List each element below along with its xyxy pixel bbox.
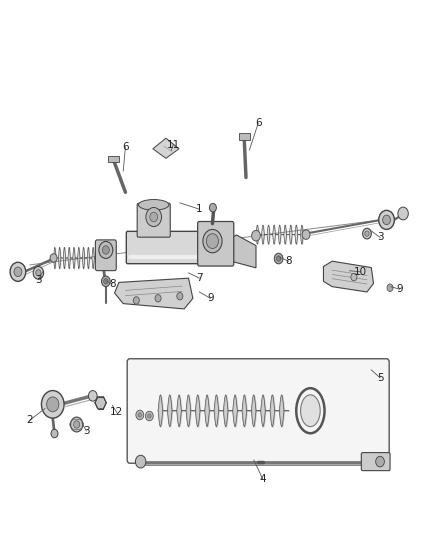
Text: 6: 6 xyxy=(255,118,261,128)
Text: 6: 6 xyxy=(122,142,129,152)
Ellipse shape xyxy=(138,199,169,210)
Circle shape xyxy=(71,417,83,432)
Circle shape xyxy=(209,204,216,212)
Circle shape xyxy=(203,229,222,253)
Circle shape xyxy=(104,279,108,284)
Circle shape xyxy=(146,207,162,227)
Circle shape xyxy=(252,230,260,241)
Circle shape xyxy=(51,429,58,438)
Circle shape xyxy=(351,273,357,281)
Text: 11: 11 xyxy=(167,140,180,150)
Circle shape xyxy=(136,410,144,419)
Circle shape xyxy=(102,276,110,287)
Circle shape xyxy=(379,211,394,229)
Polygon shape xyxy=(153,138,179,158)
Circle shape xyxy=(97,251,106,262)
Ellipse shape xyxy=(300,395,320,426)
Text: 3: 3 xyxy=(35,274,42,285)
Text: 8: 8 xyxy=(109,279,116,289)
Circle shape xyxy=(74,421,80,428)
Circle shape xyxy=(376,456,385,467)
Text: 4: 4 xyxy=(259,474,266,483)
Circle shape xyxy=(47,397,59,412)
Text: 3: 3 xyxy=(377,232,383,243)
Circle shape xyxy=(88,391,97,401)
Circle shape xyxy=(50,254,57,262)
Circle shape xyxy=(302,230,310,239)
Polygon shape xyxy=(115,278,193,309)
Circle shape xyxy=(177,293,183,300)
Circle shape xyxy=(14,267,22,277)
Polygon shape xyxy=(232,235,256,268)
Circle shape xyxy=(10,262,26,281)
Circle shape xyxy=(155,295,161,302)
Circle shape xyxy=(135,455,146,468)
Circle shape xyxy=(33,266,44,279)
FancyBboxPatch shape xyxy=(137,203,170,237)
Bar xyxy=(109,156,119,162)
FancyBboxPatch shape xyxy=(127,359,389,463)
Circle shape xyxy=(150,212,158,222)
Circle shape xyxy=(387,284,393,292)
FancyBboxPatch shape xyxy=(361,453,390,471)
Circle shape xyxy=(145,411,153,421)
Circle shape xyxy=(398,207,408,220)
Circle shape xyxy=(99,241,113,259)
Text: 3: 3 xyxy=(83,426,89,436)
Text: 9: 9 xyxy=(396,284,403,294)
FancyBboxPatch shape xyxy=(198,222,234,266)
Circle shape xyxy=(274,253,283,264)
Text: 9: 9 xyxy=(207,293,214,303)
Circle shape xyxy=(276,256,281,261)
Text: 7: 7 xyxy=(196,273,203,283)
Text: 1: 1 xyxy=(196,204,203,214)
Text: 12: 12 xyxy=(110,407,124,417)
Circle shape xyxy=(36,270,41,276)
Text: 8: 8 xyxy=(285,256,292,266)
FancyBboxPatch shape xyxy=(126,231,212,264)
Circle shape xyxy=(365,231,369,236)
Circle shape xyxy=(383,215,391,224)
Text: 2: 2 xyxy=(26,415,33,425)
Circle shape xyxy=(148,414,151,418)
Circle shape xyxy=(102,246,110,254)
Circle shape xyxy=(206,233,219,248)
Circle shape xyxy=(42,391,64,418)
Text: 5: 5 xyxy=(377,373,383,383)
Circle shape xyxy=(138,413,141,417)
FancyBboxPatch shape xyxy=(95,240,116,271)
Circle shape xyxy=(133,297,139,304)
Polygon shape xyxy=(323,261,374,292)
Polygon shape xyxy=(95,397,106,409)
Circle shape xyxy=(363,228,371,239)
Bar xyxy=(239,133,250,140)
Text: 10: 10 xyxy=(354,267,367,277)
